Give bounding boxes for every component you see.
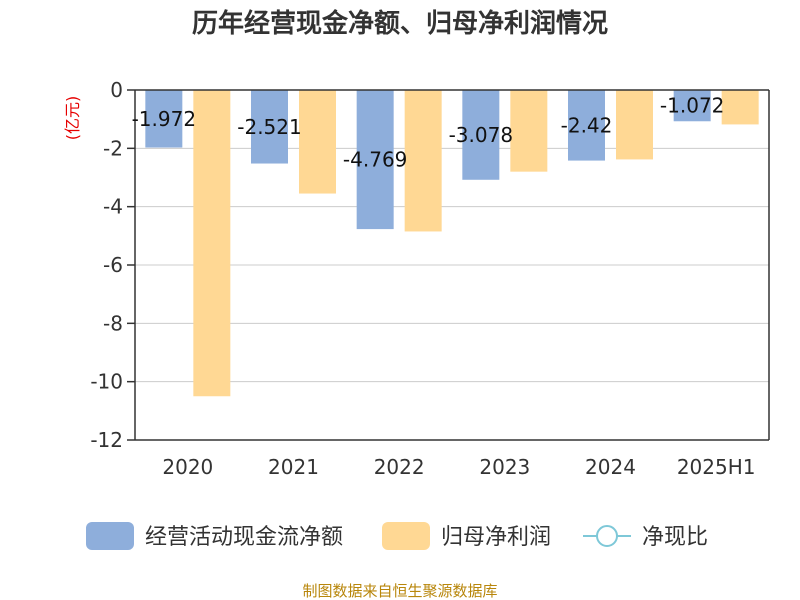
- data-labels: -1.972 -2.521 -4.769 -3.078 -2.42 -1.072: [132, 94, 725, 172]
- data-label-cashflow-2023: -3.078: [449, 123, 513, 147]
- legend-label-cash-ratio: 净现比: [642, 525, 708, 550]
- legend-marker-cash-ratio: [596, 525, 618, 547]
- bar-series: [145, 90, 759, 397]
- data-label-cashflow-2021: -2.521: [237, 115, 301, 139]
- x-tick-label: 2020: [162, 455, 213, 479]
- y-axis-unit: (亿元): [63, 96, 82, 141]
- bar-cashflow-2021: [251, 90, 288, 164]
- bar-net-profit-2023: [510, 90, 548, 172]
- legend-label-net-profit: 归母净利润: [441, 525, 551, 550]
- y-tick-label: 0: [110, 78, 123, 102]
- bar-cashflow-2020: [145, 90, 183, 148]
- legend: 经营活动现金流净额 归母净利润 净现比: [86, 522, 708, 550]
- chart-title: 历年经营现金净额、归母净利润情况: [192, 8, 608, 39]
- x-tick-label: 2021: [268, 455, 319, 479]
- y-tick-label: -6: [103, 253, 123, 277]
- y-tick-label: -8: [103, 311, 123, 335]
- bar-net-profit-2022: [404, 90, 442, 232]
- bar-cashflow-2022: [356, 90, 394, 230]
- data-label-cashflow-2020: -1.972: [132, 107, 196, 131]
- source-note: 制图数据来自恒生聚源数据库: [302, 582, 497, 600]
- legend-label-cashflow: 经营活动现金流净额: [145, 525, 343, 550]
- data-label-cashflow-2025H1: -1.072: [660, 94, 724, 118]
- legend-item-cashflow[interactable]: 经营活动现金流净额: [86, 522, 343, 550]
- y-tick-label: -12: [90, 428, 123, 452]
- legend-item-cash-ratio[interactable]: 净现比: [583, 525, 708, 550]
- y-tick-label: -4: [103, 195, 123, 219]
- legend-swatch-net-profit: [382, 522, 430, 550]
- y-tick-label: -2: [103, 136, 123, 160]
- x-tick-label: 2025H1: [677, 455, 756, 479]
- bar-net-profit-2020: [193, 90, 231, 397]
- legend-swatch-cashflow: [86, 522, 134, 550]
- x-tick-labels: 2020 2021 2022 2023 2024 2025H1: [162, 455, 755, 479]
- bar-net-profit-2024: [616, 90, 653, 160]
- legend-item-net-profit[interactable]: 归母净利润: [382, 522, 551, 550]
- bar-cashflow-2025H1: [673, 90, 711, 122]
- y-tick-label: -10: [90, 370, 123, 394]
- bar-net-profit-2021: [299, 90, 336, 194]
- bar-cashflow-2024: [568, 90, 605, 161]
- x-tick-label: 2022: [374, 455, 425, 479]
- gridlines: [135, 147, 769, 383]
- data-label-cashflow-2024: -2.42: [561, 113, 613, 137]
- x-tick-label: 2024: [585, 455, 636, 479]
- bar-cashflow-2023: [462, 90, 500, 180]
- x-tick-label: 2023: [479, 455, 530, 479]
- data-label-cashflow-2022: -4.769: [343, 148, 407, 172]
- y-tick-labels: 0 -2 -4 -6 -8 -10 -12: [90, 78, 135, 452]
- bar-net-profit-2025H1: [721, 90, 759, 125]
